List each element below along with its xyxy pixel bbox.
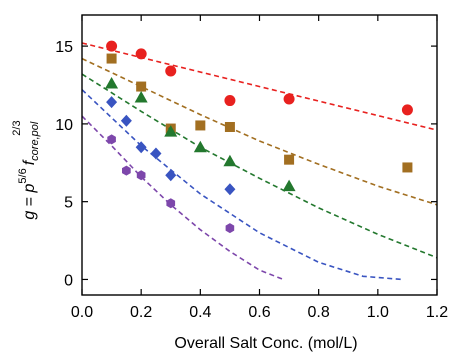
y-tick-label: 0 xyxy=(64,272,73,289)
data-point xyxy=(223,154,237,167)
x-tick-label: 0.4 xyxy=(189,304,211,321)
y-label-f-exponent: 2/3 xyxy=(11,120,23,135)
plot-area xyxy=(81,40,438,281)
data-point xyxy=(224,95,236,107)
data-point xyxy=(135,48,147,60)
data-point xyxy=(225,223,235,234)
fit-line xyxy=(81,42,438,131)
svg-text:g = p5/6fcore,pol2/3: g = p5/6 fcore,pol 2/3 xyxy=(11,120,41,219)
data-point xyxy=(105,76,119,89)
fit-line xyxy=(81,73,438,259)
x-tick-label: 0.6 xyxy=(248,304,270,321)
data-point xyxy=(195,120,206,131)
y-label-f: f xyxy=(21,159,38,165)
y-label-f-subscript: core,pol xyxy=(29,121,41,161)
data-point xyxy=(283,93,295,105)
data-point xyxy=(224,122,235,132)
data-point xyxy=(135,141,147,154)
y-label-lhs: g xyxy=(21,211,38,220)
plot-frame xyxy=(81,14,438,296)
x-tick-label: 1.0 xyxy=(367,304,389,321)
data-point xyxy=(401,104,413,116)
data-point xyxy=(284,154,295,165)
x-tick-label: 1.2 xyxy=(426,304,448,321)
data-point xyxy=(164,125,178,137)
data-point xyxy=(106,96,118,109)
data-point xyxy=(106,40,118,52)
data-point xyxy=(136,170,146,181)
data-point xyxy=(282,179,296,192)
y-label-equals: = xyxy=(21,192,38,210)
data-point xyxy=(224,183,236,196)
data-point xyxy=(150,147,162,160)
y-label-p-exponent: 5/6 xyxy=(17,168,29,183)
fit-line xyxy=(81,89,402,281)
x-tick-label: 0.8 xyxy=(308,304,330,321)
data-point xyxy=(120,114,132,127)
data-point xyxy=(136,81,147,92)
y-tick-label: 15 xyxy=(55,39,73,56)
series-circle xyxy=(81,40,438,131)
x-tick-label: 0.0 xyxy=(71,304,93,321)
data-point xyxy=(193,140,207,153)
data-point xyxy=(122,165,131,176)
data-point xyxy=(402,162,413,173)
y-tick-label: 5 xyxy=(64,195,73,212)
series-square xyxy=(81,53,438,206)
fit-line xyxy=(81,57,438,206)
data-point xyxy=(166,198,176,209)
y-label-p: p xyxy=(21,183,38,193)
y-tick-label: 10 xyxy=(55,117,73,134)
series-diamond xyxy=(81,89,402,281)
data-point xyxy=(165,169,177,182)
y-axis-title: g = p5/6 fcore,pol 2/3 xyxy=(11,120,41,219)
x-tick-label: 0.2 xyxy=(130,304,152,321)
series-hexagon xyxy=(81,115,284,281)
x-axis-title: Overall Salt Conc. (mol/L) xyxy=(174,335,357,352)
axis-ticks: 0.0 0.2 0.4 0.6 0.8 1.0 1.2 0 5 10 15 xyxy=(55,15,448,321)
data-point xyxy=(165,65,177,77)
data-point xyxy=(106,53,117,64)
data-point xyxy=(134,90,148,103)
data-point xyxy=(107,134,116,145)
fit-line xyxy=(81,115,284,281)
series-triangle xyxy=(81,73,438,259)
